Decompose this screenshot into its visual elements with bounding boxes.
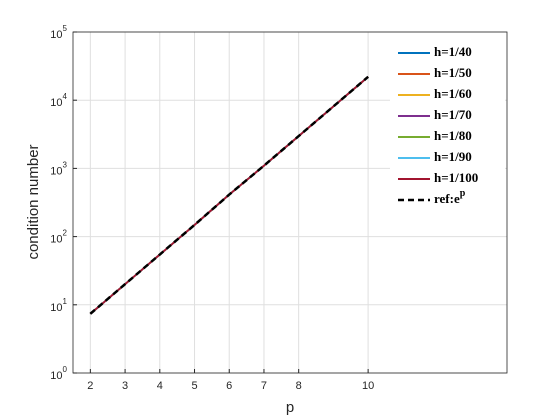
plot-frame: [72, 31, 508, 374]
legend-name: h=1/100: [434, 170, 478, 185]
y-tick-base: 10: [50, 370, 62, 382]
x-axis-label: p: [286, 399, 294, 416]
x-tick-label: 2: [87, 380, 93, 392]
y-tick-label: 102: [50, 229, 67, 246]
y-tick-exponent: 3: [63, 161, 68, 170]
y-tick-label: 104: [50, 92, 67, 109]
y-tick-exponent: 2: [63, 229, 68, 238]
y-tick-exponent: 1: [63, 297, 68, 306]
legend-label: h=1/60: [434, 86, 472, 101]
legend-label: h=1/90: [434, 149, 472, 164]
x-tick-label: 5: [191, 380, 197, 392]
legend-name: h=1/60: [434, 86, 472, 101]
x-tick-label: 8: [296, 380, 302, 392]
x-tick-label: 3: [122, 380, 128, 392]
y-tick-exponent: 5: [63, 24, 68, 33]
y-tick-label: 105: [50, 24, 67, 41]
y-tick-base: 10: [50, 165, 62, 177]
legend-sup: p: [460, 188, 466, 199]
x-tick-label: 10: [362, 380, 374, 392]
legend-box: [390, 42, 505, 218]
legend-name: h=1/70: [434, 107, 472, 122]
y-tick-base: 10: [50, 302, 62, 314]
legend-name: h=1/50: [434, 65, 472, 80]
y-tick-exponent: 4: [63, 92, 68, 101]
x-tick-label: 7: [261, 380, 267, 392]
x-tick-label: 6: [226, 380, 232, 392]
legend-name: h=1/80: [434, 128, 472, 143]
legend-label: h=1/40: [434, 44, 472, 59]
legend-label: h=1/100: [434, 170, 478, 185]
x-tick-label: 4: [157, 380, 163, 392]
y-tick-base: 10: [50, 234, 62, 246]
legend-label: ref:ep: [434, 188, 466, 206]
y-tick-base: 10: [50, 29, 62, 41]
y-tick-label: 100: [50, 365, 67, 382]
legend-label: h=1/50: [434, 65, 472, 80]
legend-name: h=1/40: [434, 44, 472, 59]
y-tick-exponent: 0: [63, 365, 68, 374]
series-line: [89, 75, 369, 315]
y-tick-base: 10: [50, 97, 62, 109]
y-tick-label: 103: [50, 161, 67, 178]
legend-label: h=1/70: [434, 107, 472, 122]
legend-name: h=1/90: [434, 149, 472, 164]
y-axis-label: condition number: [25, 144, 42, 259]
y-tick-label: 101: [50, 297, 67, 314]
legend-name: ref:e: [434, 191, 460, 206]
legend-label: h=1/80: [434, 128, 472, 143]
